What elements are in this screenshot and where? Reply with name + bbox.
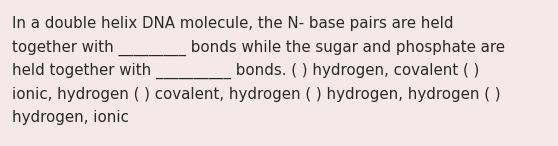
Text: hydrogen, ionic: hydrogen, ionic [12, 110, 129, 125]
Text: ionic, hydrogen ( ) covalent, hydrogen ( ) hydrogen, hydrogen ( ): ionic, hydrogen ( ) covalent, hydrogen (… [12, 86, 501, 101]
Text: held together with __________ bonds. ( ) hydrogen, covalent ( ): held together with __________ bonds. ( )… [12, 63, 479, 79]
Text: In a double helix DNA molecule, the N- base pairs are held: In a double helix DNA molecule, the N- b… [12, 16, 454, 31]
Text: together with _________ bonds while the sugar and phosphate are: together with _________ bonds while the … [12, 40, 505, 56]
